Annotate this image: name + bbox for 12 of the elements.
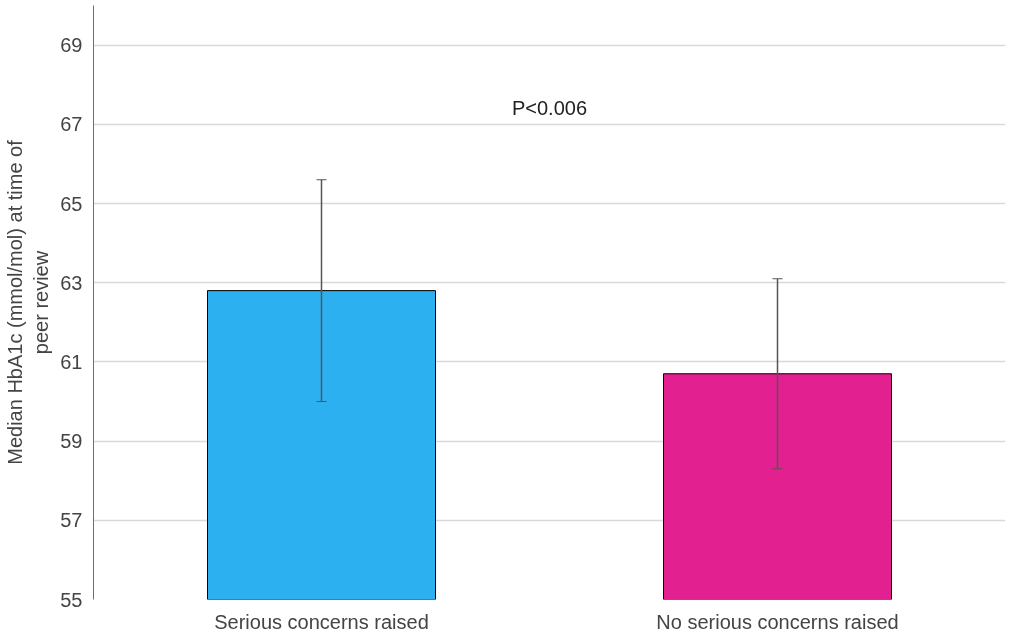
y-tick-label: 61 — [60, 350, 83, 373]
y-tick-label: 69 — [60, 34, 83, 57]
y-tick-label: 59 — [60, 430, 83, 453]
x-tick-label: No serious concerns raised — [656, 610, 899, 633]
y-tick-label: 63 — [60, 271, 83, 294]
x-tick-label: Serious concerns raised — [214, 610, 429, 633]
annotation: P<0.006 — [511, 96, 588, 119]
y-tick-label: 67 — [60, 113, 83, 136]
y-axis-title: Median HbA1c (mmol/mol) at time of peer review — [3, 139, 53, 465]
y-tick-label: 55 — [60, 588, 83, 611]
y-tick-label: 57 — [60, 509, 83, 532]
y-tick-label: 65 — [60, 192, 83, 215]
